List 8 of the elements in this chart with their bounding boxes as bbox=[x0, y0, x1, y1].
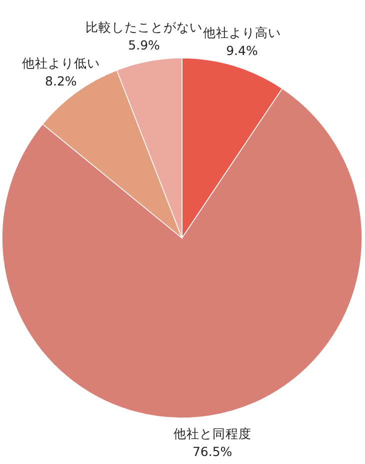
data-label: 8.2% bbox=[45, 73, 77, 88]
slice-label: 他社より低い bbox=[22, 55, 100, 70]
slice-label: 他社と同程度 bbox=[173, 426, 252, 441]
slice-label: 他社より高い bbox=[202, 24, 281, 40]
data-label: 5.9% bbox=[128, 38, 160, 53]
data-label: 9.4% bbox=[226, 42, 258, 58]
slice-label: 比較したことがない bbox=[86, 20, 203, 35]
data-label: 76.5% bbox=[192, 444, 232, 459]
